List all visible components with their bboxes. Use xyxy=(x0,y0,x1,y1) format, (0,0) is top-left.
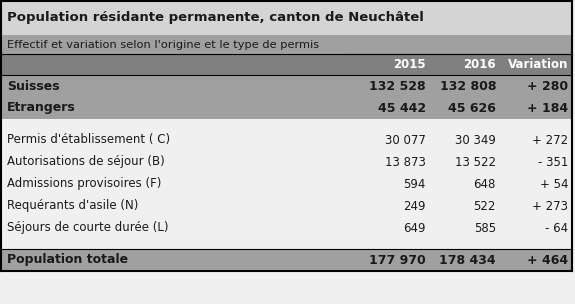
Text: 45 626: 45 626 xyxy=(448,102,496,115)
Text: Effectif et variation selon l'origine et le type de permis: Effectif et variation selon l'origine et… xyxy=(7,40,319,50)
Text: 13 873: 13 873 xyxy=(385,156,426,168)
Text: Population totale: Population totale xyxy=(7,254,128,267)
Text: Autorisations de séjour (B): Autorisations de séjour (B) xyxy=(7,156,165,168)
Text: - 351: - 351 xyxy=(538,156,568,168)
Bar xyxy=(1,249,572,271)
Text: 13 522: 13 522 xyxy=(455,156,496,168)
Bar xyxy=(1,35,572,54)
Bar xyxy=(1,151,572,173)
Text: + 272: + 272 xyxy=(532,133,568,147)
Text: Admissions provisoires (F): Admissions provisoires (F) xyxy=(7,178,162,191)
Text: Variation: Variation xyxy=(508,58,568,71)
Text: 2016: 2016 xyxy=(463,58,496,71)
Text: + 280: + 280 xyxy=(527,80,568,92)
Bar xyxy=(1,173,572,195)
Text: Etrangers: Etrangers xyxy=(7,102,76,115)
Text: + 54: + 54 xyxy=(539,178,568,191)
Bar xyxy=(1,195,572,217)
Text: + 184: + 184 xyxy=(527,102,568,115)
Text: Suisses: Suisses xyxy=(7,80,60,92)
Bar xyxy=(1,119,572,129)
Text: 178 434: 178 434 xyxy=(439,254,496,267)
Text: 177 970: 177 970 xyxy=(369,254,426,267)
Text: 648: 648 xyxy=(474,178,496,191)
Text: 522: 522 xyxy=(474,199,496,212)
Text: 132 528: 132 528 xyxy=(369,80,426,92)
Text: + 464: + 464 xyxy=(527,254,568,267)
Text: 132 808: 132 808 xyxy=(439,80,496,92)
Text: + 273: + 273 xyxy=(532,199,568,212)
Text: 30 077: 30 077 xyxy=(385,133,426,147)
Text: - 64: - 64 xyxy=(545,222,568,234)
Text: 249: 249 xyxy=(404,199,426,212)
Text: Permis d'établissement ( C): Permis d'établissement ( C) xyxy=(7,133,170,147)
Bar xyxy=(1,239,572,249)
Bar xyxy=(1,217,572,239)
Text: Séjours de courte durée (L): Séjours de courte durée (L) xyxy=(7,222,168,234)
Bar xyxy=(1,54,572,75)
Bar xyxy=(1,1,572,35)
Text: 649: 649 xyxy=(404,222,426,234)
Bar xyxy=(1,129,572,151)
Text: Population résidante permanente, canton de Neuchâtel: Population résidante permanente, canton … xyxy=(7,12,424,25)
Text: 45 442: 45 442 xyxy=(378,102,426,115)
Bar xyxy=(1,75,572,97)
Text: 585: 585 xyxy=(474,222,496,234)
Text: Requérants d'asile (N): Requérants d'asile (N) xyxy=(7,199,139,212)
Text: 594: 594 xyxy=(404,178,426,191)
Text: 30 349: 30 349 xyxy=(455,133,496,147)
Bar xyxy=(1,97,572,119)
Text: 2015: 2015 xyxy=(393,58,426,71)
